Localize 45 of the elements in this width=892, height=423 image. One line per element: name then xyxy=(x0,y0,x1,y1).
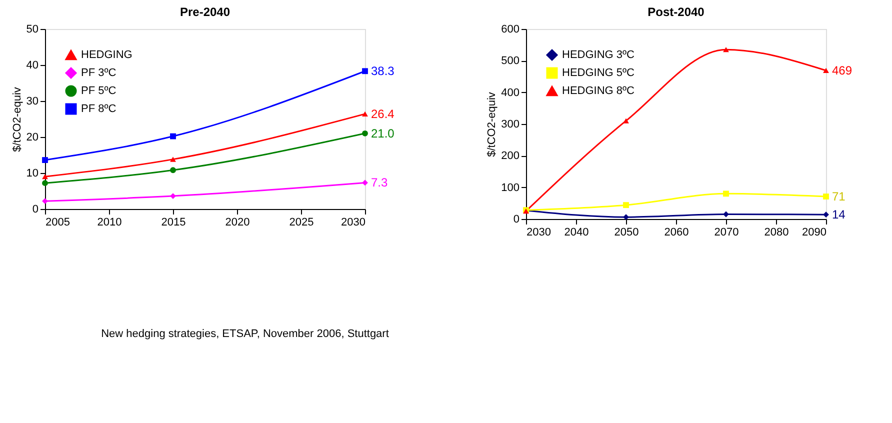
chart-title: Pre-2040 xyxy=(180,5,230,19)
legend-label: HEDGING 3ºC xyxy=(562,49,635,61)
data-label: 26.4 xyxy=(371,106,395,121)
y-tick-label: 40 xyxy=(26,60,38,72)
y-tick-label: 0 xyxy=(513,214,520,226)
y-tick-label: 20 xyxy=(26,132,38,144)
x-tick-label: 2060 xyxy=(664,226,689,238)
data-label: 71 xyxy=(832,190,846,204)
x-tick-label: 2020 xyxy=(225,216,250,228)
legend-label: HEDGING xyxy=(81,49,132,61)
x-tick-label: 2050 xyxy=(614,226,639,238)
data-label: 21.0 xyxy=(371,126,395,140)
legend-label: HEDGING 8ºC xyxy=(562,85,635,97)
data-label: 14 xyxy=(832,208,846,222)
x-tick-label: 2080 xyxy=(764,226,789,238)
legend-label: PF 5ºC xyxy=(81,85,116,97)
data-label: 7.3 xyxy=(371,176,388,190)
y-tick-label: 200 xyxy=(501,150,520,162)
y-axis-title: $/tCO2-equiv xyxy=(11,86,24,152)
x-tick-label: 2010 xyxy=(97,216,122,228)
x-tick-label: 2025 xyxy=(289,216,314,228)
x-tick-label: 2070 xyxy=(714,226,739,238)
chart-title: Post-2040 xyxy=(648,5,705,19)
y-tick-label: 50 xyxy=(26,24,38,36)
y-axis-title: $/tCO2-equiv xyxy=(486,92,498,157)
y-tick-label: 500 xyxy=(501,55,520,68)
y-tick-label: 0 xyxy=(32,204,38,216)
legend-label: PF 8ºC xyxy=(81,103,116,115)
data-label: 469 xyxy=(832,63,852,78)
y-tick-label: 300 xyxy=(501,118,520,130)
y-tick-label: 400 xyxy=(501,86,520,99)
x-tick-label: 2015 xyxy=(161,216,186,228)
y-tick-label: 100 xyxy=(501,182,520,194)
x-tick-label: 2005 xyxy=(46,216,70,228)
legend-label: HEDGING 5ºC xyxy=(562,67,635,79)
y-tick-label: 10 xyxy=(26,168,38,180)
x-tick-label: 2030 xyxy=(341,216,366,228)
x-tick-label: 2030 xyxy=(526,226,551,238)
y-tick-label: 600 xyxy=(501,24,520,36)
x-tick-label: 2090 xyxy=(802,226,826,238)
legend-label: PF 3ºC xyxy=(81,67,116,79)
data-label: 38.3 xyxy=(371,64,395,78)
text: New hedging strategies, ETSAP, November 2006, Stuttgart xyxy=(101,328,389,340)
x-tick-label: 2040 xyxy=(564,226,589,238)
y-tick-label: 30 xyxy=(26,96,38,108)
